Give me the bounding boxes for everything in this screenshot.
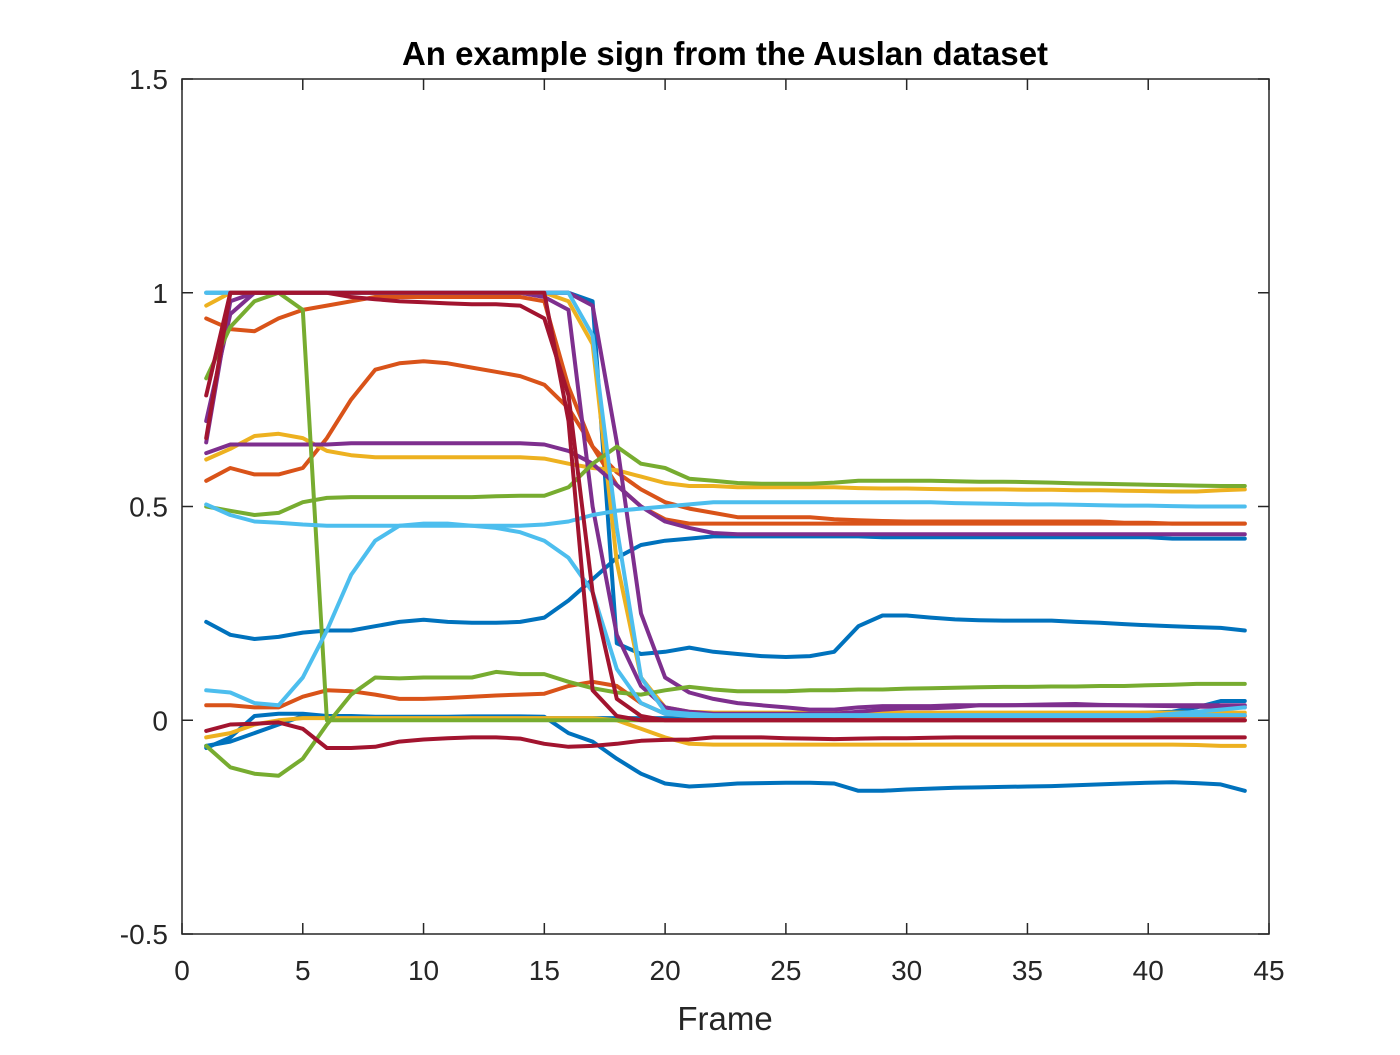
x-tick-label: 40 [1133, 955, 1164, 986]
series-line-16 [204, 669, 1247, 778]
y-tick-label: 1 [152, 278, 168, 309]
x-tick-label: 5 [295, 955, 311, 986]
series-line-6 [204, 359, 1247, 526]
series-line-18 [204, 500, 1247, 528]
x-tick-label: 45 [1253, 955, 1284, 986]
x-tick-label: 35 [1012, 955, 1043, 986]
y-tick-label: 0.5 [129, 492, 168, 523]
series-layer [204, 290, 1247, 793]
series-line-21 [204, 290, 1247, 723]
x-tick-label: 30 [891, 955, 922, 986]
y-tick-label: -0.5 [120, 919, 168, 950]
series-line-15 [204, 444, 1247, 517]
y-tick-label: 1.5 [129, 64, 168, 95]
x-tick-label: 10 [408, 955, 439, 986]
series-line-5 [204, 295, 1247, 526]
series-line-10 [204, 716, 1247, 748]
x-tick-label: 20 [650, 955, 681, 986]
series-line-19 [204, 521, 1247, 718]
series-line-2 [204, 534, 1247, 641]
x-tick-label: 25 [770, 955, 801, 986]
series-line-22 [204, 720, 1247, 750]
y-tick-label: 0 [152, 705, 168, 736]
tick-layer: 0 5 10 15 20 25 30 35 40 45-0.500.511.5 [120, 64, 1285, 986]
series-line-12 [204, 441, 1247, 537]
x-tick-label: 0 [174, 955, 190, 986]
x-axis-title: Frame [677, 1000, 772, 1037]
series-line-9 [204, 431, 1247, 494]
chart-title: An example sign from the Auslan dataset [402, 35, 1048, 72]
x-tick-label: 15 [529, 955, 560, 986]
